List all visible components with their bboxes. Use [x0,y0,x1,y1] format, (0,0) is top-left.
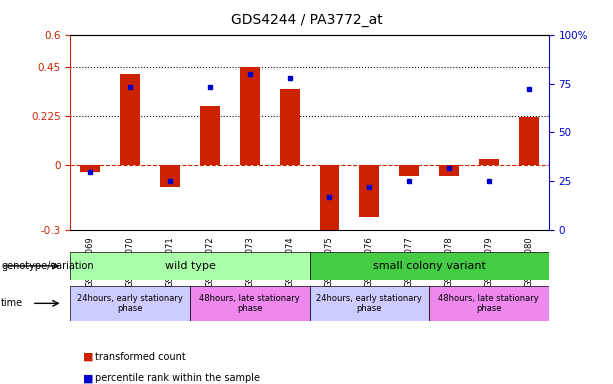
Bar [200,106,220,165]
Text: percentile rank within the sample: percentile rank within the sample [95,373,260,383]
Bar [120,74,140,165]
Bar [319,165,340,235]
Bar [70,286,190,321]
Text: transformed count: transformed count [95,352,186,362]
Bar [190,286,310,321]
Bar [519,117,539,165]
Text: ■: ■ [83,352,93,362]
Bar [160,165,180,187]
Text: wild type: wild type [165,261,215,271]
Bar [240,67,260,165]
Bar [280,89,300,165]
Bar [399,165,419,176]
Text: time: time [1,298,23,308]
Bar [80,165,101,172]
Bar [70,252,310,280]
Text: 24hours, early stationary
phase: 24hours, early stationary phase [77,294,183,313]
Bar [359,165,379,217]
Text: GDS4244 / PA3772_at: GDS4244 / PA3772_at [230,13,383,27]
Text: ■: ■ [83,373,93,383]
Bar [479,159,499,165]
Bar [429,286,549,321]
Text: 24hours, early stationary
phase: 24hours, early stationary phase [316,294,422,313]
Text: 48hours, late stationary
phase: 48hours, late stationary phase [438,294,539,313]
Bar [439,165,459,176]
Text: small colony variant: small colony variant [373,261,485,271]
Bar [310,252,549,280]
Text: genotype/variation: genotype/variation [1,261,94,271]
Text: 48hours, late stationary
phase: 48hours, late stationary phase [199,294,300,313]
Bar [310,286,429,321]
